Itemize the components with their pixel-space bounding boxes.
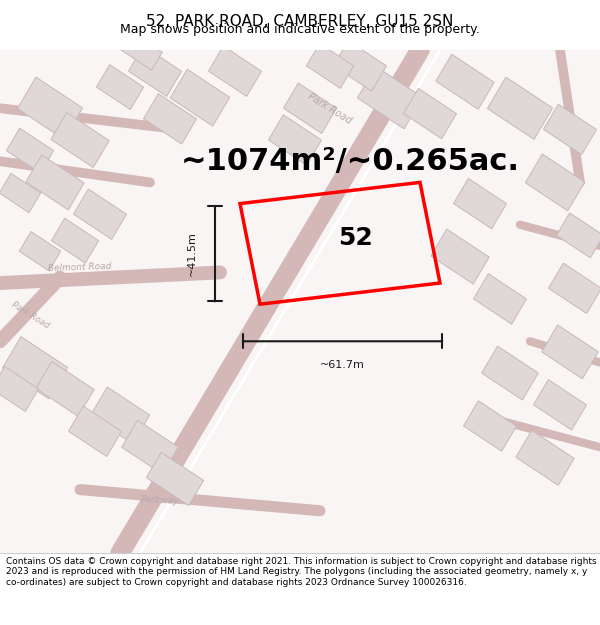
- Polygon shape: [307, 43, 353, 88]
- Polygon shape: [284, 83, 337, 134]
- Polygon shape: [2, 337, 68, 399]
- Polygon shape: [19, 231, 61, 271]
- Text: ~1074m²/~0.265ac.: ~1074m²/~0.265ac.: [181, 147, 520, 176]
- Polygon shape: [487, 77, 553, 139]
- Polygon shape: [0, 173, 41, 213]
- Text: ~41.5m: ~41.5m: [187, 231, 197, 276]
- Text: Map shows position and indicative extent of the property.: Map shows position and indicative extent…: [120, 23, 480, 36]
- Text: Parkway: Parkway: [141, 494, 179, 506]
- Polygon shape: [26, 155, 84, 210]
- Polygon shape: [52, 218, 98, 263]
- Polygon shape: [542, 325, 598, 379]
- Polygon shape: [122, 420, 178, 474]
- Polygon shape: [143, 94, 196, 144]
- Polygon shape: [516, 430, 574, 485]
- Polygon shape: [548, 263, 600, 314]
- Text: Contains OS data © Crown copyright and database right 2021. This information is : Contains OS data © Crown copyright and d…: [6, 557, 596, 586]
- Polygon shape: [556, 213, 600, 258]
- Polygon shape: [17, 77, 83, 139]
- Polygon shape: [334, 41, 386, 91]
- Polygon shape: [454, 178, 506, 229]
- Polygon shape: [526, 154, 584, 211]
- Text: 52: 52: [338, 226, 373, 250]
- Polygon shape: [74, 189, 127, 239]
- Polygon shape: [464, 401, 517, 451]
- Polygon shape: [436, 54, 494, 109]
- Polygon shape: [170, 69, 230, 126]
- Polygon shape: [533, 379, 586, 430]
- Text: Park Road: Park Road: [307, 91, 353, 126]
- Text: 52, PARK ROAD, CAMBERLEY, GU15 2SN: 52, PARK ROAD, CAMBERLEY, GU15 2SN: [146, 14, 454, 29]
- Polygon shape: [482, 346, 538, 400]
- Polygon shape: [431, 229, 489, 284]
- Polygon shape: [209, 46, 262, 96]
- Polygon shape: [7, 128, 53, 173]
- Polygon shape: [358, 66, 422, 129]
- Polygon shape: [128, 46, 181, 96]
- Polygon shape: [544, 104, 596, 154]
- Polygon shape: [91, 387, 149, 444]
- Polygon shape: [404, 88, 457, 139]
- Polygon shape: [118, 30, 162, 70]
- Polygon shape: [146, 452, 203, 506]
- Text: Park Road: Park Road: [10, 300, 50, 330]
- Polygon shape: [36, 361, 94, 416]
- Polygon shape: [97, 64, 143, 109]
- Polygon shape: [0, 366, 38, 411]
- Polygon shape: [269, 115, 322, 165]
- Text: ~61.7m: ~61.7m: [320, 361, 365, 371]
- Polygon shape: [51, 112, 109, 168]
- Text: Belmont Road: Belmont Road: [48, 261, 112, 272]
- Polygon shape: [68, 406, 121, 456]
- Polygon shape: [473, 274, 526, 324]
